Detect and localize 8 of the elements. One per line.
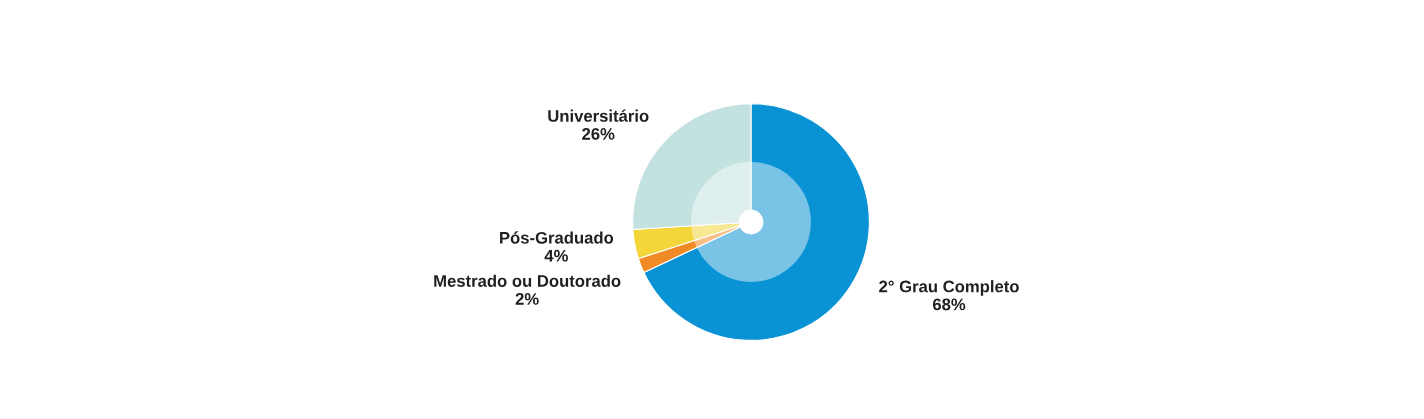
slice-label: Universitário — [548, 109, 649, 122]
slice-label: Mestrado ou Doutorado — [434, 274, 621, 287]
slice-label: Pós-Graduado — [500, 231, 614, 244]
data-label: 26% — [582, 128, 615, 140]
data-label: 68% — [932, 298, 966, 311]
slice-label: 2° Grau Completo — [879, 280, 1019, 296]
data-label: 4% — [544, 249, 568, 262]
data-label: 2% — [515, 293, 539, 305]
